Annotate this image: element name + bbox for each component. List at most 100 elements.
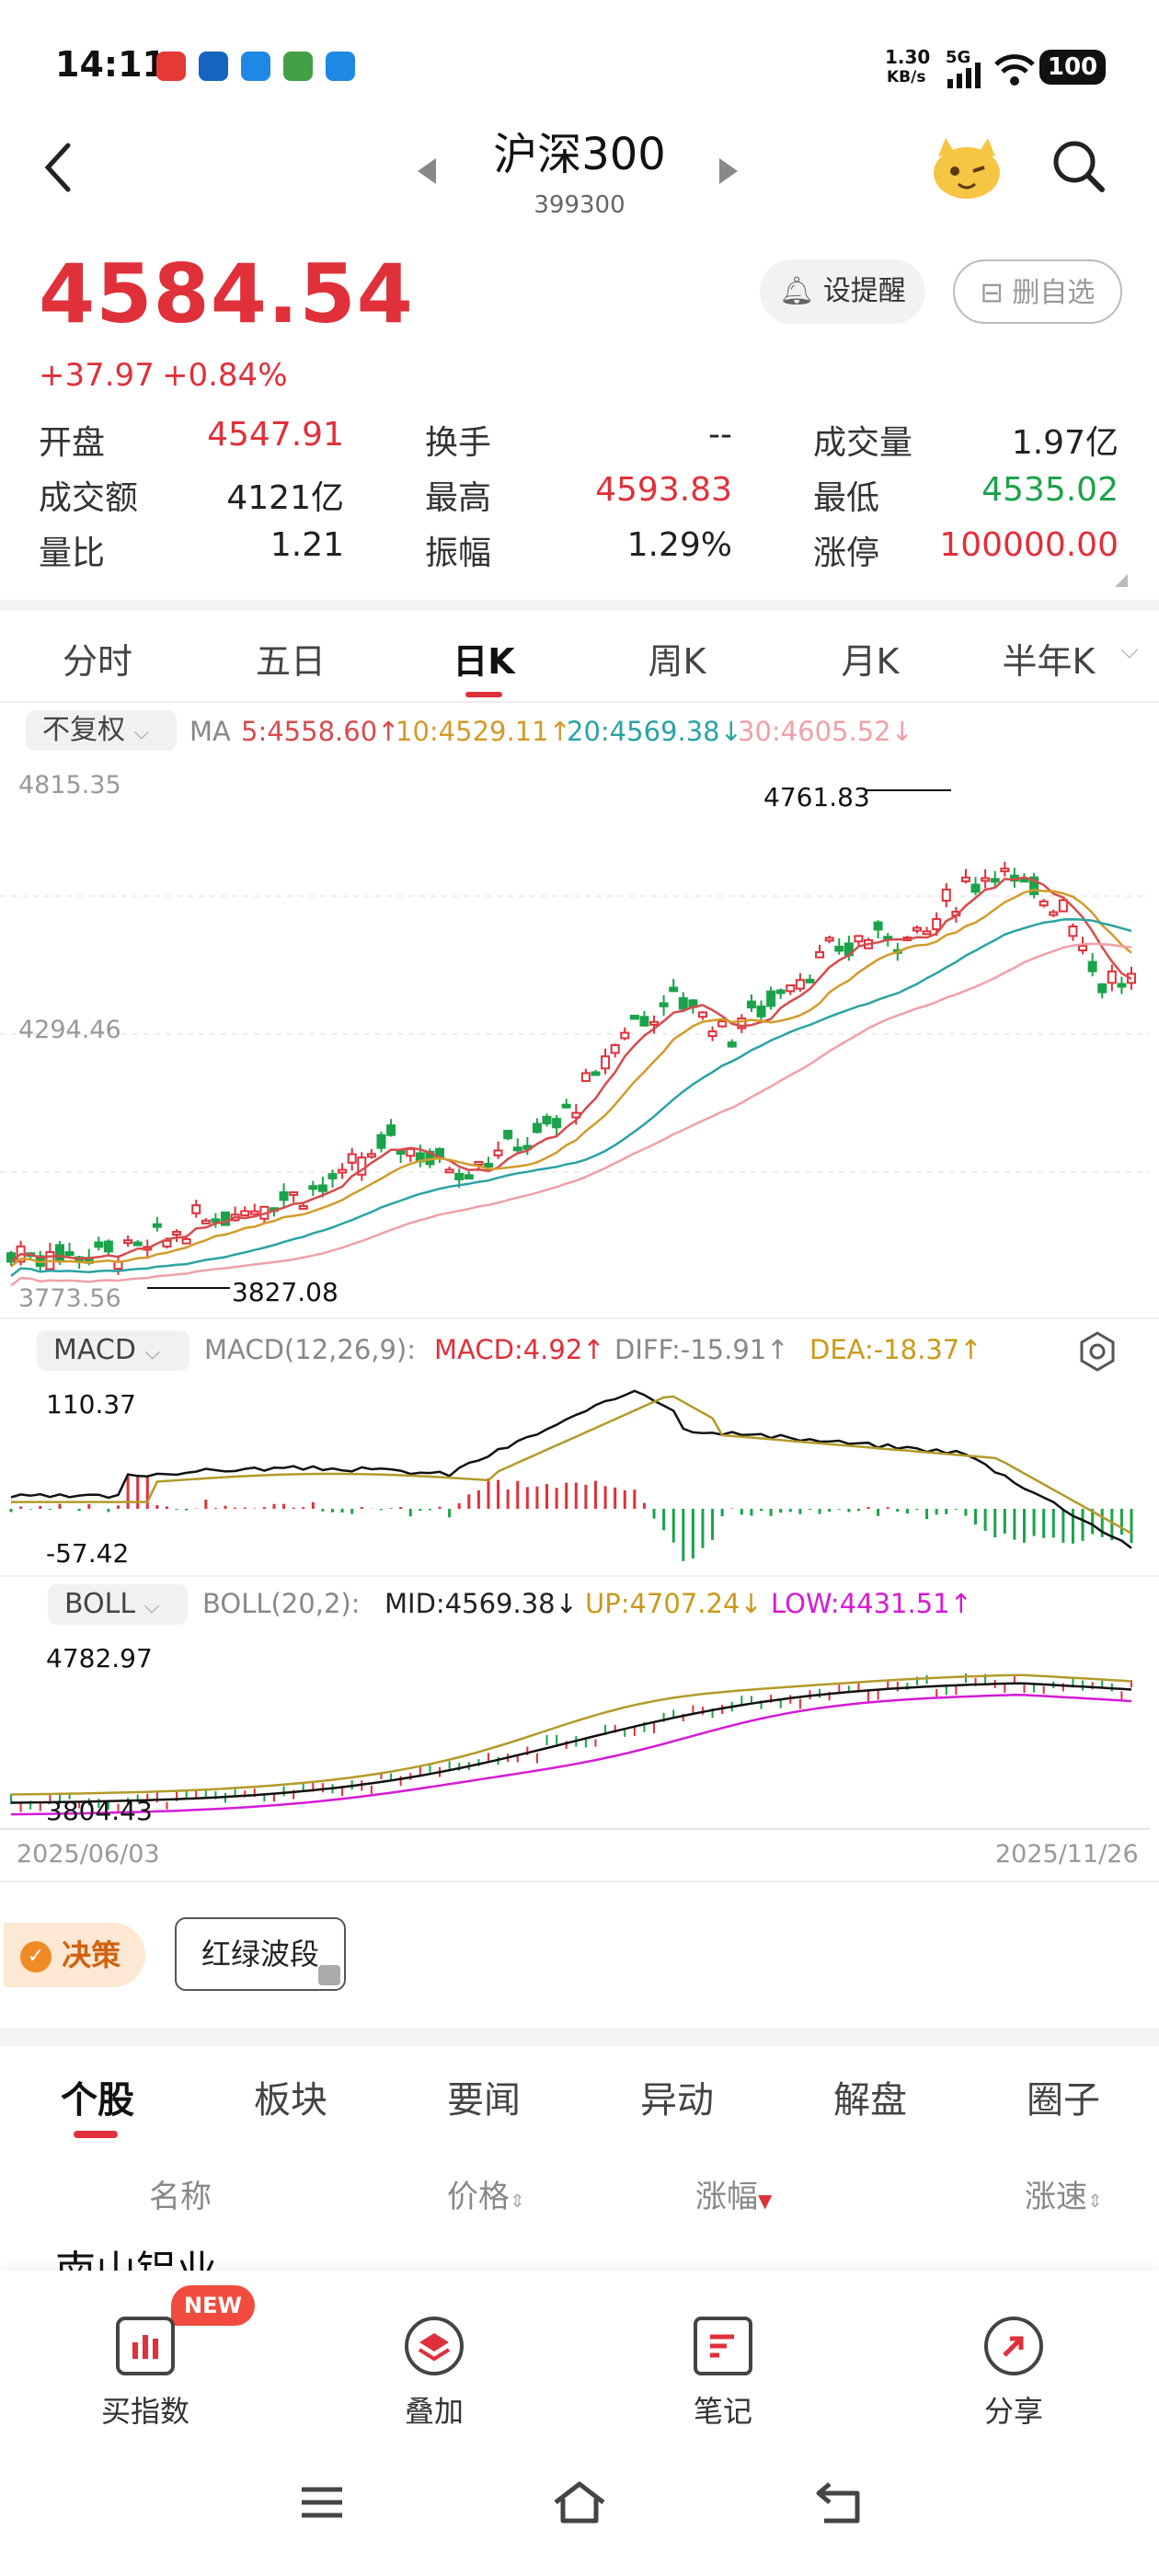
bottom-nav-item[interactable]: 分享: [940, 2309, 1087, 2429]
mascot-icon[interactable]: [929, 134, 1004, 202]
chevron-down-icon: ⌵: [144, 1341, 161, 1364]
prev-stock-icon[interactable]: [416, 156, 438, 186]
ma5-value: 5:4558.60↑: [241, 716, 400, 747]
bell-icon: 🔔︎: [779, 275, 815, 307]
stock-row-name[interactable]: 南山铝业: [55, 2237, 217, 2271]
bottom-nav-item[interactable]: 买指数: [72, 2309, 219, 2429]
candle: [970, 877, 981, 895]
stat-value: 1.21: [270, 526, 344, 564]
candle: [94, 1236, 104, 1251]
kline-tab[interactable]: 分时: [62, 641, 132, 682]
candle: [775, 988, 786, 999]
end-date-label: 2025/11/26: [995, 1840, 1139, 1869]
bottom-nav-item[interactable]: 笔记: [649, 2309, 797, 2429]
col-price-label: 价格: [447, 2179, 510, 2215]
net-type: 5G: [946, 48, 971, 67]
candle: [561, 1098, 571, 1109]
dea-value: DEA:-18.37↑: [809, 1334, 982, 1365]
candle: [873, 920, 883, 939]
settings-icon[interactable]: [1076, 1330, 1119, 1373]
last-price: 4584.54: [39, 247, 414, 341]
candle: [717, 1020, 728, 1029]
menu-icon[interactable]: [300, 2484, 344, 2521]
bottom-nav-label: 买指数: [100, 2394, 189, 2429]
kline-tab[interactable]: 周K: [648, 641, 706, 682]
stat-value: 1.29%: [626, 526, 732, 564]
col-price[interactable]: 价格⇕: [447, 2171, 525, 2216]
kline-tab[interactable]: 日K: [453, 641, 515, 682]
ma-label: MA: [189, 716, 231, 747]
col-name[interactable]: 名称: [149, 2179, 212, 2215]
wifi-icon: [994, 54, 1035, 86]
macd-y-bottom-label: -57.42: [46, 1538, 130, 1569]
price-change-pct: +0.84%: [162, 357, 288, 394]
candle: [240, 1206, 250, 1217]
candle: [824, 936, 834, 944]
app-notification-icon: [199, 52, 228, 81]
candle: [601, 1048, 611, 1075]
check-icon: ✓: [20, 1941, 52, 1972]
divider: [0, 701, 1159, 703]
news-tab[interactable]: 解盘: [833, 2079, 907, 2122]
candle: [1107, 964, 1117, 992]
kline-tab[interactable]: 五日: [255, 641, 326, 682]
chevron-down-icon: ⌵: [133, 721, 150, 744]
candle: [366, 1149, 376, 1159]
active-tab-indicator: [74, 2131, 118, 2138]
remove-watchlist-button[interactable]: ⊟ 删自选: [953, 259, 1122, 324]
boll-y-bottom-label: 3804.43: [46, 1796, 153, 1826]
kline-tab[interactable]: 月K: [841, 641, 900, 682]
expand-corner-icon[interactable]: [1113, 572, 1130, 589]
section-divider: [0, 2028, 1159, 2046]
candlestick-chart[interactable]: [0, 758, 1159, 1319]
news-tab[interactable]: 要闻: [447, 2079, 521, 2122]
back-nav-icon[interactable]: [815, 2480, 863, 2524]
candle: [1068, 923, 1078, 941]
candle: [649, 1015, 660, 1034]
kline-tab[interactable]: 半年K: [1002, 641, 1096, 682]
candle: [960, 868, 970, 884]
candle: [1000, 861, 1010, 877]
next-stock-icon[interactable]: [717, 156, 740, 186]
set-alert-button[interactable]: 🔔︎ 设提醒: [760, 259, 925, 324]
boll-chart[interactable]: [0, 1628, 1159, 1840]
candle: [591, 1069, 601, 1076]
macd-y-top-label: 110.37: [46, 1389, 136, 1420]
decision-button[interactable]: ✓ 决策: [4, 1923, 145, 1987]
back-icon[interactable]: [40, 140, 77, 195]
candle: [639, 1010, 649, 1027]
search-icon[interactable]: [1050, 138, 1107, 195]
macd-select[interactable]: MACD ⌵: [37, 1330, 189, 1371]
candle: [834, 937, 844, 955]
candle: [347, 1147, 357, 1171]
chevron-down-icon[interactable]: ⌵: [1120, 637, 1139, 664]
news-tab[interactable]: 个股: [61, 2079, 134, 2122]
adjust-select[interactable]: 不复权 ⌵: [26, 710, 177, 751]
ma-line: [10, 942, 1132, 1287]
candle: [1029, 872, 1039, 899]
boll-select[interactable]: BOLL ⌵: [48, 1584, 188, 1625]
candle: [786, 984, 796, 995]
divider: [0, 1317, 1159, 1319]
wave-label: 红绿波段: [201, 1937, 319, 1972]
news-tab[interactable]: 圈子: [1027, 2079, 1100, 2122]
macd-chart[interactable]: [0, 1380, 1159, 1573]
bottom-nav-label: 笔记: [693, 2394, 752, 2429]
candle: [990, 870, 1000, 889]
col-speed[interactable]: 涨速⇕: [1025, 2171, 1103, 2216]
candle: [854, 935, 864, 946]
new-badge: NEW: [171, 2285, 255, 2326]
diff-value: DIFF:-15.91↑: [614, 1334, 789, 1365]
candle: [756, 1000, 766, 1021]
bottom-nav-item[interactable]: 叠加: [361, 2309, 508, 2429]
stat-label: 开盘: [39, 424, 106, 462]
candle: [1117, 976, 1127, 995]
candle: [376, 1131, 386, 1153]
col-change[interactable]: 涨幅▼: [695, 2171, 772, 2216]
red-green-wave-button[interactable]: 红绿波段: [175, 1917, 346, 1991]
news-tab[interactable]: 板块: [254, 2079, 327, 2122]
news-tab[interactable]: 异动: [640, 2079, 714, 2122]
home-icon[interactable]: [552, 2480, 607, 2524]
candle: [912, 926, 922, 934]
candle: [308, 1180, 318, 1196]
